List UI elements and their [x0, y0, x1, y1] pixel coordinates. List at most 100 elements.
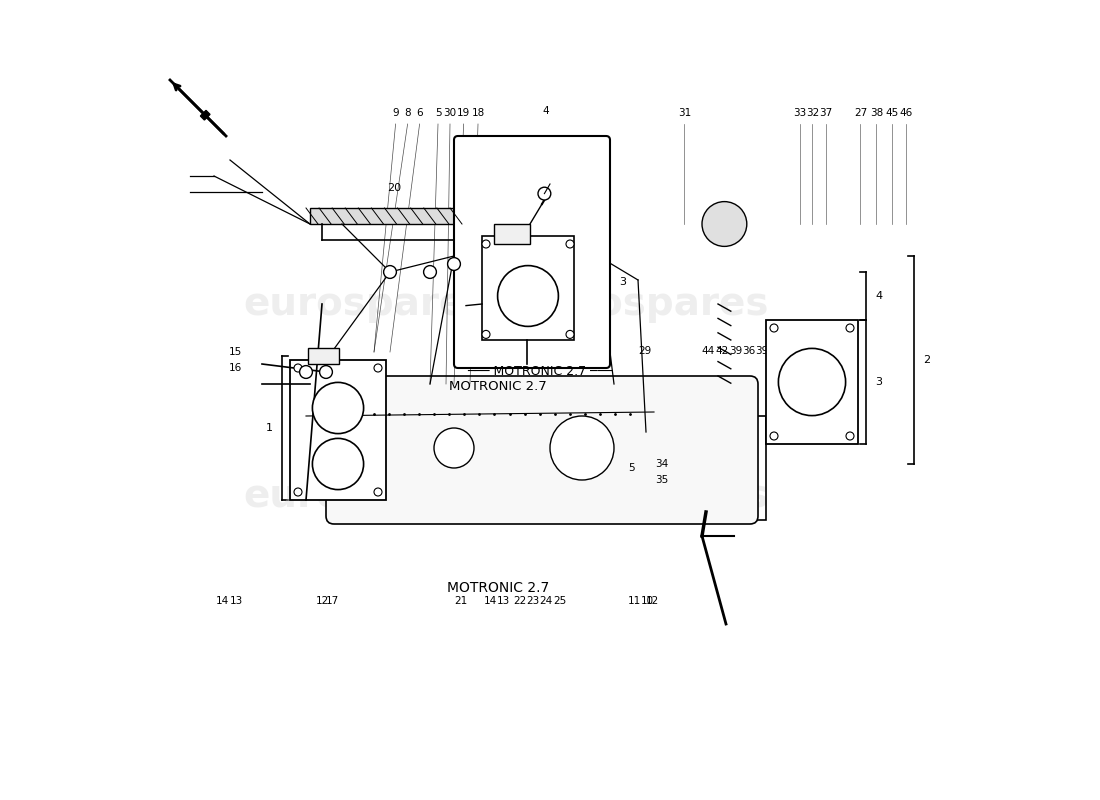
Text: 31: 31 — [678, 108, 691, 118]
Circle shape — [384, 266, 396, 278]
Text: 22: 22 — [513, 596, 526, 606]
Text: 7: 7 — [527, 139, 534, 149]
Text: 16: 16 — [229, 363, 242, 373]
Circle shape — [702, 202, 747, 246]
Text: eurospares: eurospares — [243, 285, 488, 323]
Text: 47: 47 — [769, 346, 782, 356]
Circle shape — [299, 366, 312, 378]
Text: 2: 2 — [924, 355, 931, 365]
Text: 35: 35 — [656, 475, 669, 485]
Text: eurospares: eurospares — [243, 477, 488, 515]
Text: 19: 19 — [456, 108, 470, 118]
Circle shape — [312, 438, 364, 490]
Text: 29: 29 — [638, 346, 651, 356]
Circle shape — [566, 330, 574, 338]
Circle shape — [320, 366, 332, 378]
Circle shape — [846, 324, 854, 332]
Text: 36: 36 — [741, 346, 755, 356]
Text: MOTRONIC 2.7: MOTRONIC 2.7 — [449, 380, 547, 393]
Text: 10: 10 — [641, 596, 654, 606]
Text: 12: 12 — [646, 596, 659, 606]
Circle shape — [434, 428, 474, 468]
Text: 3: 3 — [619, 277, 627, 286]
Circle shape — [294, 364, 302, 372]
Text: 3: 3 — [876, 378, 882, 387]
Text: 21: 21 — [454, 596, 467, 606]
Bar — [308, 348, 339, 364]
Text: 39: 39 — [729, 346, 743, 356]
Text: 45: 45 — [886, 108, 899, 118]
Text: 5: 5 — [628, 463, 635, 473]
Text: 39: 39 — [756, 346, 769, 356]
Text: 1: 1 — [311, 363, 318, 373]
Text: 37: 37 — [820, 108, 833, 118]
FancyBboxPatch shape — [454, 136, 610, 368]
Bar — [290, 360, 386, 500]
Text: 12: 12 — [316, 596, 329, 606]
Text: 27: 27 — [854, 108, 867, 118]
Circle shape — [487, 250, 500, 262]
Text: 1: 1 — [265, 423, 273, 433]
Text: 15: 15 — [229, 347, 242, 357]
Text: eurospares: eurospares — [524, 285, 769, 323]
Text: 40: 40 — [846, 346, 859, 356]
Text: 30: 30 — [443, 108, 456, 118]
Circle shape — [538, 187, 551, 200]
Text: 41: 41 — [820, 346, 833, 356]
Circle shape — [770, 432, 778, 440]
Circle shape — [550, 416, 614, 480]
Text: 13: 13 — [497, 596, 510, 606]
Circle shape — [374, 364, 382, 372]
Bar — [766, 320, 858, 444]
Polygon shape — [310, 208, 470, 224]
Polygon shape — [200, 110, 210, 120]
Text: 9: 9 — [393, 108, 399, 118]
Text: 25: 25 — [553, 596, 566, 606]
Text: 10: 10 — [340, 447, 353, 457]
Circle shape — [497, 266, 559, 326]
Text: 44: 44 — [702, 346, 715, 356]
Circle shape — [294, 488, 302, 496]
Text: MOTRONIC 2.7: MOTRONIC 2.7 — [447, 581, 549, 595]
Circle shape — [482, 240, 490, 248]
Text: 32: 32 — [806, 108, 820, 118]
Text: 26: 26 — [574, 463, 587, 473]
Circle shape — [770, 324, 778, 332]
Text: 6: 6 — [416, 108, 422, 118]
Text: 20: 20 — [387, 183, 402, 193]
Text: eurospares: eurospares — [524, 477, 769, 515]
Circle shape — [566, 240, 574, 248]
Circle shape — [846, 432, 854, 440]
Text: 33: 33 — [793, 108, 806, 118]
Bar — [482, 236, 574, 340]
Text: 4: 4 — [876, 291, 882, 301]
Text: 46: 46 — [900, 108, 913, 118]
Text: ─── MOTRONIC 2.7 ───: ─── MOTRONIC 2.7 ─── — [466, 365, 613, 378]
Text: 23: 23 — [526, 596, 539, 606]
Circle shape — [424, 266, 437, 278]
Circle shape — [312, 382, 364, 434]
Text: 18: 18 — [472, 108, 485, 118]
Text: 24: 24 — [539, 596, 552, 606]
Circle shape — [779, 349, 846, 416]
Text: 43: 43 — [833, 346, 846, 356]
Text: 8: 8 — [405, 108, 411, 118]
Circle shape — [374, 488, 382, 496]
Bar — [494, 224, 530, 244]
Text: 13: 13 — [230, 596, 243, 606]
Text: 42: 42 — [715, 346, 728, 356]
Circle shape — [512, 242, 525, 254]
Circle shape — [448, 258, 461, 270]
Text: 4: 4 — [542, 106, 549, 116]
Text: 38: 38 — [870, 108, 883, 118]
Text: 34: 34 — [656, 459, 669, 469]
Text: 14: 14 — [483, 596, 496, 606]
Text: 11: 11 — [627, 596, 640, 606]
Text: 28: 28 — [590, 463, 603, 473]
Circle shape — [482, 330, 490, 338]
Text: 11: 11 — [323, 447, 337, 457]
Text: 14: 14 — [216, 596, 229, 606]
Text: 5: 5 — [434, 108, 441, 118]
Text: 17: 17 — [326, 596, 339, 606]
FancyBboxPatch shape — [326, 376, 758, 524]
